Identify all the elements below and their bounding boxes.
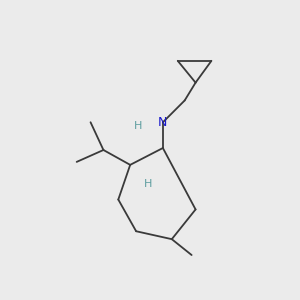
Text: N: N [158, 116, 168, 129]
Text: H: H [144, 179, 152, 189]
Text: H: H [134, 121, 142, 131]
